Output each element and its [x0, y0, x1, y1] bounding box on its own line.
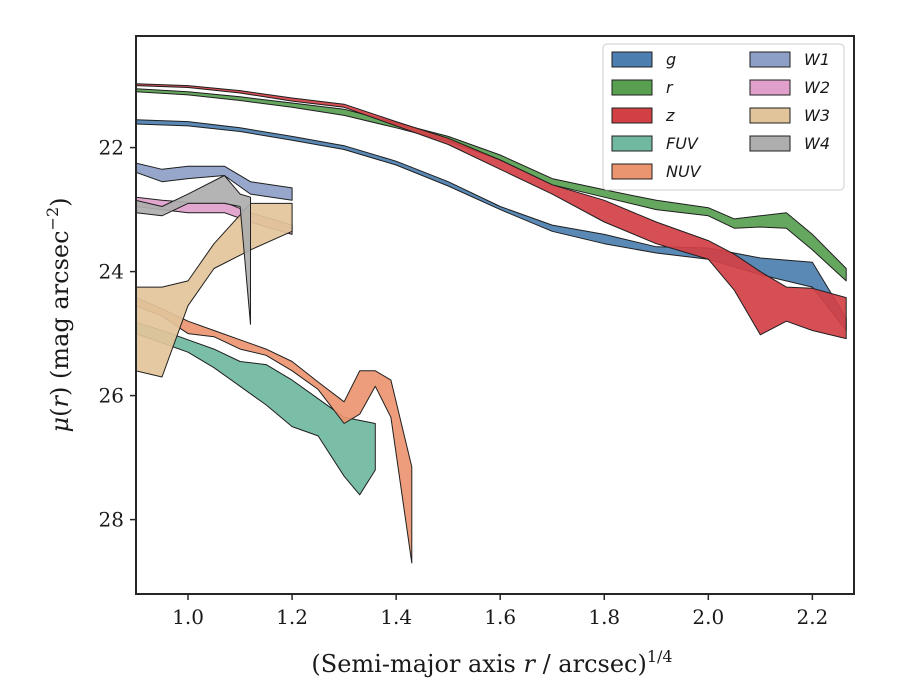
y-tick-label: 26 — [99, 384, 124, 408]
legend-item-w4: W4 — [749, 134, 830, 153]
legend-item-z: z — [611, 106, 675, 125]
x-axis: 1.0 1.2 1.4 1.6 1.8 2.0 2.2 — [172, 594, 828, 629]
legend-swatch — [611, 163, 653, 180]
y-axis: 22 24 26 28 — [99, 136, 136, 532]
band-z — [136, 83, 847, 340]
y-tick-label: 28 — [99, 508, 124, 532]
legend-label: z — [665, 106, 675, 125]
legend-swatch — [749, 135, 791, 152]
band-w3 — [136, 202, 293, 378]
legend-item-w2: W2 — [749, 78, 830, 97]
legend-item-g: g — [611, 50, 676, 69]
x-tick-label: 1.8 — [588, 605, 620, 629]
x-tick-label: 1.4 — [380, 605, 412, 629]
y-axis-title: μ(r) (mag arcsec−2) — [43, 197, 74, 432]
legend-label: FUV — [666, 134, 699, 153]
legend-label: g — [666, 50, 676, 69]
legend-label: W1 — [804, 50, 830, 69]
band-r — [136, 88, 847, 282]
legend-label: NUV — [666, 162, 702, 181]
y-tick-label: 22 — [99, 136, 124, 160]
y-tick-label: 24 — [99, 260, 124, 284]
band-w4 — [136, 175, 251, 325]
legend-label: W3 — [804, 106, 830, 125]
legend-label: W2 — [804, 78, 830, 97]
plot-frame — [135, 35, 855, 595]
legend-swatch — [611, 107, 653, 124]
legend-item-w1: W1 — [749, 50, 830, 69]
x-tick-label: 1.2 — [276, 605, 308, 629]
legend-item-r: r — [611, 78, 674, 97]
legend-item-w3: W3 — [749, 106, 830, 125]
legend-label: r — [666, 78, 674, 97]
legend-swatch — [611, 79, 653, 96]
x-tick-label: 2.2 — [796, 605, 828, 629]
x-tick-label: 2.0 — [692, 605, 724, 629]
legend-label: W4 — [804, 134, 830, 153]
band-nuv — [136, 297, 413, 564]
x-tick-label: 1.0 — [172, 605, 204, 629]
legend-swatch — [749, 51, 791, 68]
x-tick-label: 1.6 — [484, 605, 516, 629]
band-w1 — [136, 162, 293, 201]
legend-swatch — [611, 135, 653, 152]
bands-layer — [136, 83, 847, 564]
legend-item-fuv: FUV — [611, 134, 699, 153]
legend-swatch — [749, 107, 791, 124]
legend-item-nuv: NUV — [611, 162, 702, 181]
x-axis-title: (Semi-major axis r / arcsec)1/4 — [311, 647, 672, 678]
legend: grz FUV NUV W1 W2 W3 W4 — [602, 43, 845, 191]
legend-swatch — [749, 79, 791, 96]
legend-swatch — [611, 51, 653, 68]
